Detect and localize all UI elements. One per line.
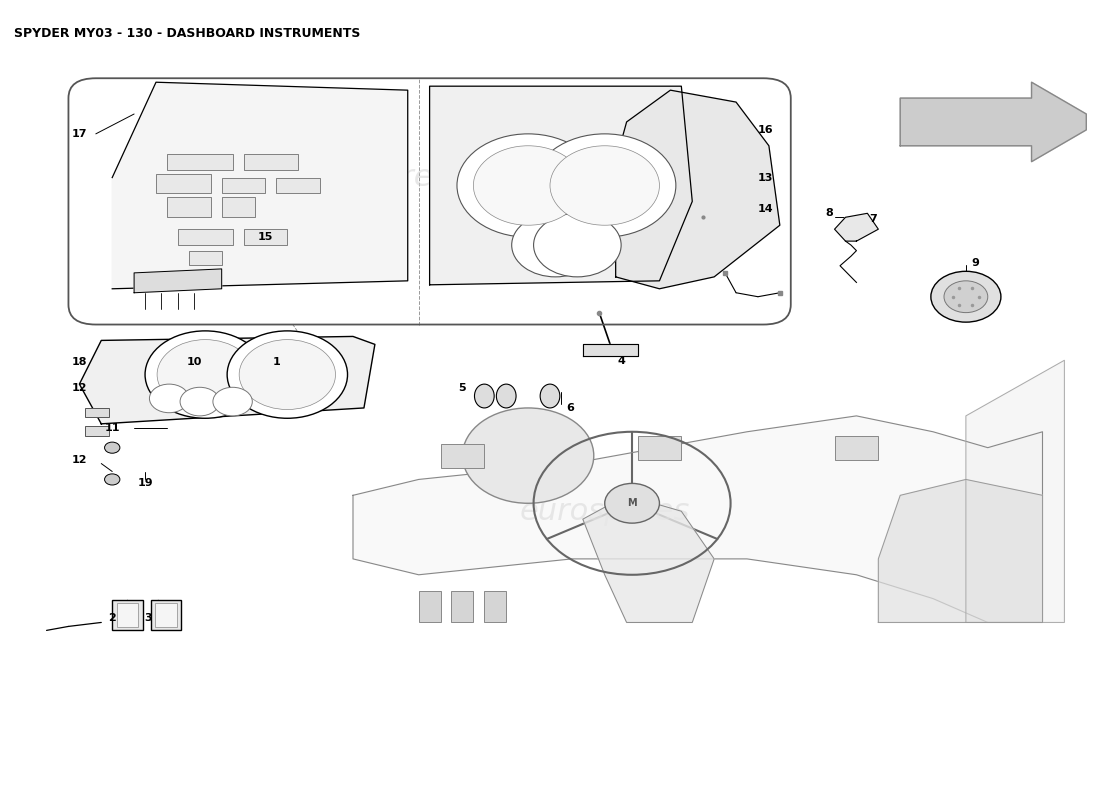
Bar <box>189 250 222 265</box>
Circle shape <box>462 408 594 503</box>
Bar <box>451 590 473 622</box>
Polygon shape <box>112 82 408 289</box>
Ellipse shape <box>540 384 560 408</box>
Text: 2: 2 <box>108 614 117 623</box>
Text: 18: 18 <box>72 357 87 367</box>
Bar <box>167 198 211 218</box>
Circle shape <box>931 271 1001 322</box>
Bar <box>156 174 211 194</box>
Circle shape <box>104 474 120 485</box>
Polygon shape <box>966 360 1065 622</box>
Circle shape <box>605 483 659 523</box>
Bar <box>151 600 182 630</box>
Bar <box>117 603 139 627</box>
Text: eurospares: eurospares <box>519 497 690 526</box>
Text: 11: 11 <box>104 423 120 433</box>
Bar <box>243 154 298 170</box>
Bar <box>484 590 506 622</box>
Text: 6: 6 <box>566 403 574 413</box>
Circle shape <box>213 387 252 416</box>
Text: 14: 14 <box>758 204 773 214</box>
Circle shape <box>550 146 659 226</box>
Circle shape <box>157 340 253 410</box>
Bar <box>85 408 109 418</box>
Ellipse shape <box>474 384 494 408</box>
Text: M: M <box>627 498 637 508</box>
Circle shape <box>512 214 600 277</box>
Circle shape <box>534 134 675 237</box>
Bar <box>419 590 441 622</box>
Bar <box>222 178 265 194</box>
Polygon shape <box>430 86 692 285</box>
Text: 8: 8 <box>825 208 833 218</box>
Polygon shape <box>134 269 222 293</box>
Text: 16: 16 <box>758 125 773 135</box>
Bar <box>638 436 681 459</box>
Ellipse shape <box>496 384 516 408</box>
Polygon shape <box>583 344 638 356</box>
Text: 3: 3 <box>144 614 152 623</box>
Polygon shape <box>353 416 1043 622</box>
Text: 13: 13 <box>758 173 773 182</box>
Polygon shape <box>835 214 878 241</box>
Bar <box>85 426 109 436</box>
Polygon shape <box>616 90 780 289</box>
Bar <box>155 603 177 627</box>
Text: 10: 10 <box>187 357 202 367</box>
Polygon shape <box>878 479 1043 622</box>
Bar <box>835 436 878 459</box>
Text: 9: 9 <box>971 258 979 268</box>
Text: 17: 17 <box>72 129 87 139</box>
Circle shape <box>227 331 348 418</box>
Text: 1: 1 <box>273 357 280 367</box>
Circle shape <box>239 340 336 410</box>
Text: 7: 7 <box>870 214 878 224</box>
Circle shape <box>456 134 600 237</box>
Bar <box>222 198 254 218</box>
Bar <box>178 229 232 245</box>
Text: SPYDER MY03 - 130 - DASHBOARD INSTRUMENTS: SPYDER MY03 - 130 - DASHBOARD INSTRUMENT… <box>13 26 360 40</box>
Bar <box>112 600 143 630</box>
Circle shape <box>473 146 583 226</box>
Text: 15: 15 <box>257 232 273 242</box>
Text: eurospares: eurospares <box>278 163 449 192</box>
Text: 12: 12 <box>72 454 87 465</box>
Circle shape <box>534 214 622 277</box>
Circle shape <box>180 387 220 416</box>
Text: 12: 12 <box>72 383 87 393</box>
Bar <box>441 444 484 467</box>
Bar <box>243 229 287 245</box>
Polygon shape <box>583 495 714 622</box>
Circle shape <box>104 442 120 454</box>
Text: 5: 5 <box>459 383 466 393</box>
Bar <box>276 178 320 194</box>
Polygon shape <box>900 82 1087 162</box>
Polygon shape <box>79 337 375 424</box>
Bar <box>167 154 232 170</box>
Text: 19: 19 <box>138 478 153 489</box>
Circle shape <box>944 281 988 313</box>
Circle shape <box>150 384 189 413</box>
Text: 4: 4 <box>617 356 625 366</box>
Circle shape <box>145 331 265 418</box>
